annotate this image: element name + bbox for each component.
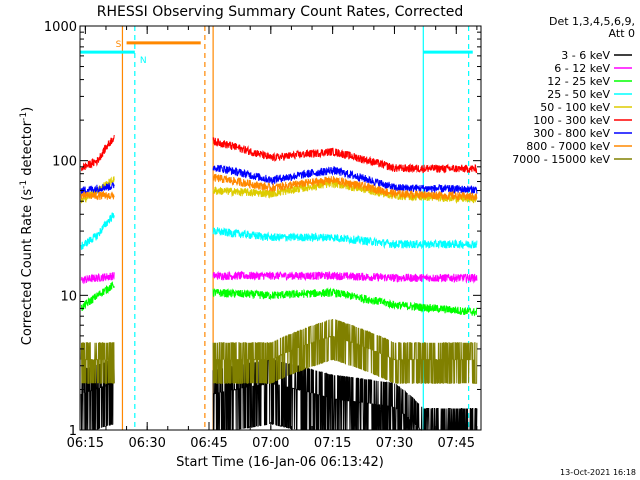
x-tick-label-3: 07:00 xyxy=(252,436,289,451)
x-tick-label-2: 06:45 xyxy=(190,436,227,451)
series-line-8 xyxy=(80,342,115,384)
series-line-1 xyxy=(80,272,115,285)
x-axis-label: Start Time (16-Jan-06 06:13:42) xyxy=(176,455,384,470)
plot-date: 13-Oct-2021 16:18 xyxy=(560,468,636,477)
legend-label-1: 6 - 12 keV xyxy=(554,62,610,75)
series-7 xyxy=(80,173,478,201)
legend-label-4: 50 - 100 keV xyxy=(540,101,610,114)
series-line-6 xyxy=(80,182,115,195)
flag-label-0: S xyxy=(116,40,122,50)
legend-label-6: 300 - 800 keV xyxy=(533,127,610,140)
legend-label-8: 7000 - 15000 keV xyxy=(512,153,610,166)
legend-label-3: 25 - 50 keV xyxy=(547,88,610,101)
series-line-2 xyxy=(80,281,115,311)
y-tick-label-3: 1000 xyxy=(44,20,77,35)
legend-label-5: 100 - 300 keV xyxy=(533,114,610,127)
series-line-7 xyxy=(212,173,478,201)
x-tick-label-4: 07:15 xyxy=(314,436,351,451)
series-8 xyxy=(80,318,478,384)
y-tick-label-0: 1 xyxy=(69,424,77,439)
flag-label-1: N xyxy=(140,56,147,66)
y-tick-label-1: 10 xyxy=(60,289,77,304)
y-axis-label: Corrected Count Rate (s-1 detector-1) xyxy=(19,107,35,345)
x-tick-label-1: 06:30 xyxy=(128,436,165,451)
series-5 xyxy=(80,134,478,174)
series-2 xyxy=(80,281,478,317)
series-1 xyxy=(80,270,478,285)
legend-header-0: Det 1,3,4,5,6,9, xyxy=(549,15,635,28)
series-line-7 xyxy=(80,190,115,201)
series-line-5 xyxy=(80,134,115,172)
series-4 xyxy=(80,176,478,204)
x-tick-label-5: 07:30 xyxy=(376,436,413,451)
legend-label-0: 3 - 6 keV xyxy=(561,49,610,62)
series-3 xyxy=(80,212,478,250)
series-line-3 xyxy=(212,227,478,250)
series-line-6 xyxy=(212,164,478,194)
series-line-5 xyxy=(212,137,478,174)
legend-label-7: 800 - 7000 keV xyxy=(526,140,610,153)
x-tick-label-6: 07:45 xyxy=(438,436,475,451)
series-line-1 xyxy=(212,270,478,284)
y-tick-label-2: 100 xyxy=(52,155,77,170)
plot-frame xyxy=(79,25,482,431)
series-line-3 xyxy=(80,212,115,250)
x-tick-label-0: 06:15 xyxy=(67,436,104,451)
series-line-8 xyxy=(212,318,478,384)
series-6 xyxy=(80,164,478,195)
legend-label-2: 12 - 25 keV xyxy=(547,75,610,88)
chart-title: RHESSI Observing Summary Count Rates, Co… xyxy=(97,4,463,20)
legend-header-1: Att 0 xyxy=(609,27,635,40)
series-line-2 xyxy=(212,287,478,317)
